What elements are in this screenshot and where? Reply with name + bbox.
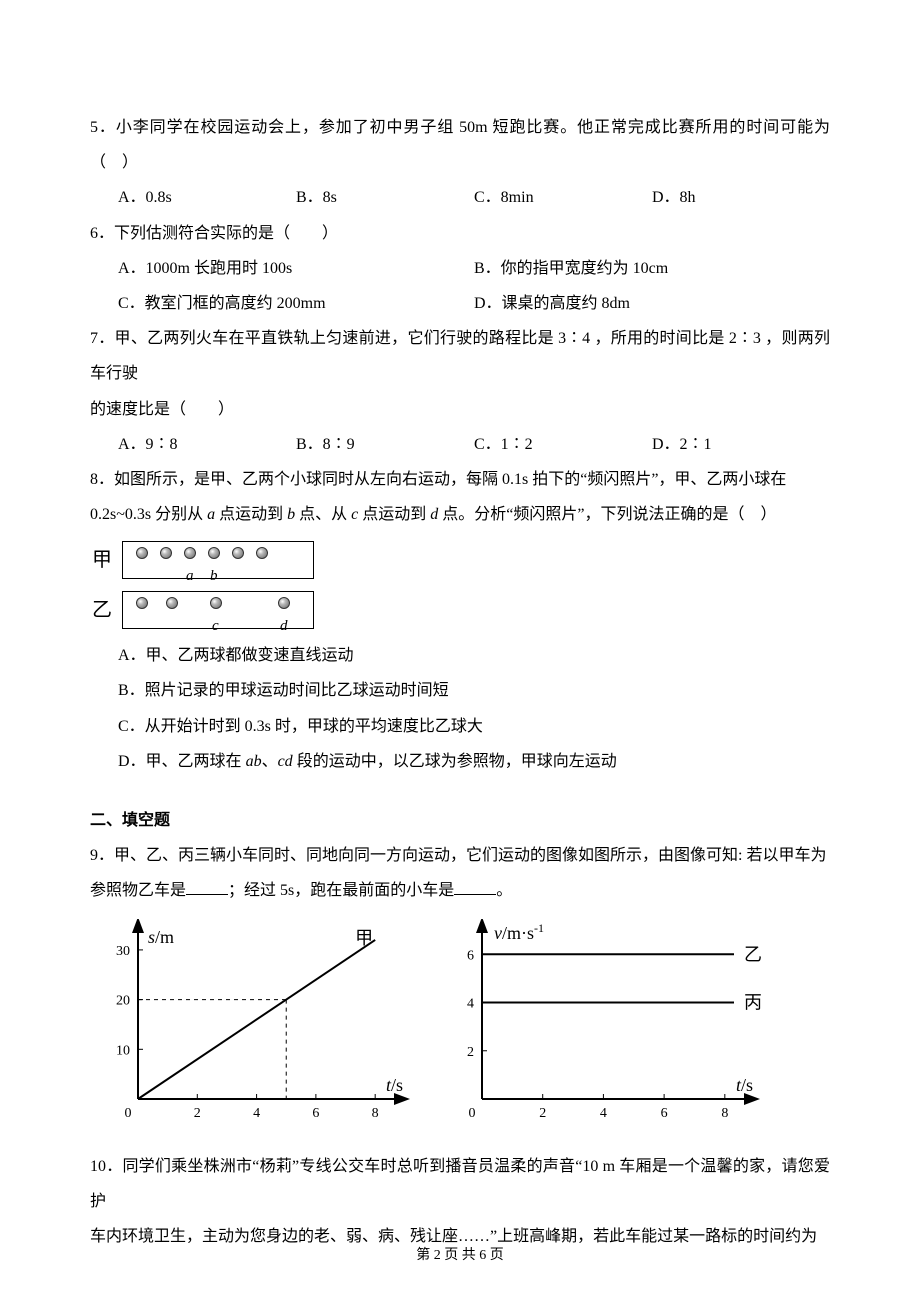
q8d-c: 段的运动中，以乙球为参照物，甲球向左运动 bbox=[293, 753, 617, 770]
q8-option-d: D．甲、乙两球在 ab、cd 段的运动中，以乙球为参照物，甲球向左运动 bbox=[90, 744, 830, 779]
svg-text:30: 30 bbox=[116, 943, 130, 958]
strobe-label-jia: 甲 bbox=[90, 538, 114, 582]
strobe-ball bbox=[160, 547, 172, 559]
q8d-ab: ab bbox=[246, 753, 262, 770]
question-7-stem-2: 的速度比是（ ） bbox=[90, 392, 830, 427]
q6-option-c: C．教室门框的高度约 200mm bbox=[118, 286, 474, 321]
strobe-box-yi: c d bbox=[122, 591, 314, 629]
strobe-ball bbox=[136, 547, 148, 559]
svg-text:甲: 甲 bbox=[355, 928, 373, 948]
q8-l2-b: 点运动到 bbox=[215, 506, 287, 523]
strobe-ball bbox=[232, 547, 244, 559]
svg-text:6: 6 bbox=[661, 1106, 668, 1121]
svg-text:10: 10 bbox=[116, 1043, 130, 1058]
strobe-ball bbox=[184, 547, 196, 559]
q7-option-d: D．2∶1 bbox=[652, 427, 830, 462]
q6-option-a: A．1000m 长跑用时 100s bbox=[118, 251, 474, 286]
q6-option-d: D．课桌的高度约 8dm bbox=[474, 286, 830, 321]
strobe-ball bbox=[166, 597, 178, 609]
q5-option-d: D．8h bbox=[652, 180, 830, 215]
svg-text:8: 8 bbox=[721, 1106, 728, 1121]
q8d-cd: cd bbox=[278, 753, 293, 770]
question-7-options: A．9∶8 B．8∶9 C．1∶2 D．2∶1 bbox=[90, 427, 830, 462]
svg-text:乙: 乙 bbox=[744, 944, 762, 964]
q8-option-b: B．照片记录的甲球运动时间比乙球运动时间短 bbox=[90, 673, 830, 708]
svg-text:4: 4 bbox=[467, 996, 474, 1011]
q9-l2-c: 。 bbox=[496, 882, 512, 899]
question-5-stem: 5．小李同学在校园运动会上，参加了初中男子组 50m 短跑比赛。他正常完成比赛所… bbox=[90, 110, 830, 180]
q5-option-c: C．8min bbox=[474, 180, 652, 215]
svg-text:0: 0 bbox=[125, 1106, 132, 1121]
q7-option-a: A．9∶8 bbox=[118, 427, 296, 462]
svg-text:2: 2 bbox=[467, 1044, 474, 1059]
q8-l2-c: 点、从 bbox=[295, 506, 351, 523]
svg-text:v/m·s-1: v/m·s-1 bbox=[494, 921, 544, 943]
q8-l2-d: 点运动到 bbox=[358, 506, 430, 523]
chart-distance-time: 0 2 4 6 8 10 20 30 s/m t/s 甲 bbox=[90, 919, 410, 1129]
q8-l2-e: 点。分析“频闪照片”，下列说法正确的是（ ） bbox=[438, 506, 776, 523]
svg-text:2: 2 bbox=[194, 1106, 201, 1121]
strobe-ball bbox=[136, 597, 148, 609]
strobe-d-label: d bbox=[280, 610, 288, 643]
q8-var-b: b bbox=[287, 506, 295, 523]
strobe-row-yi: 乙 c d bbox=[90, 588, 830, 632]
question-10-stem-1: 10．同学们乘坐株洲市“杨莉”专线公交车时总听到播音员温柔的声音“10 m 车厢… bbox=[90, 1149, 830, 1219]
svg-text:s/m: s/m bbox=[148, 927, 174, 947]
page-footer: 第 2 页 共 6 页 bbox=[0, 1241, 920, 1272]
q8-option-c: C．从开始计时到 0.3s 时，甲球的平均速度比乙球大 bbox=[90, 709, 830, 744]
question-9-stem-1: 9．甲、乙、丙三辆小车同时、同地向同一方向运动，它们运动的图像如图所示，由图像可… bbox=[90, 838, 830, 873]
svg-text:t/s: t/s bbox=[736, 1075, 753, 1095]
svg-text:丙: 丙 bbox=[744, 992, 762, 1012]
q8d-a: D．甲、乙两球在 bbox=[118, 753, 246, 770]
q9-blank-2 bbox=[454, 878, 496, 895]
question-6-options: A．1000m 长跑用时 100s B．你的指甲宽度约为 10cm C．教室门框… bbox=[90, 251, 830, 321]
question-8-stem-1: 8．如图所示，是甲、乙两个小球同时从左向右运动，每隔 0.1s 拍下的“频闪照片… bbox=[90, 462, 830, 497]
strobe-b-label: b bbox=[210, 560, 218, 593]
svg-text:8: 8 bbox=[372, 1106, 379, 1121]
question-9-stem-2: 参照物乙车是 ；经过 5s，跑在最前面的小车是 。 bbox=[90, 873, 830, 908]
svg-text:4: 4 bbox=[600, 1106, 607, 1121]
strobe-row-jia: 甲 a b bbox=[90, 538, 830, 582]
strobe-label-yi: 乙 bbox=[90, 588, 114, 632]
svg-text:t/s: t/s bbox=[386, 1075, 403, 1095]
strobe-c-label: c bbox=[212, 610, 219, 643]
worksheet-page: 5．小李同学在校园运动会上，参加了初中男子组 50m 短跑比赛。他正常完成比赛所… bbox=[0, 0, 920, 1302]
svg-text:0: 0 bbox=[469, 1106, 476, 1121]
question-6-stem: 6．下列估测符合实际的是（ ） bbox=[90, 216, 830, 251]
question-7-stem-1: 7．甲、乙两列火车在平直铁轨上匀速前进，它们行驶的路程比是 3∶4 ，所用的时间… bbox=[90, 321, 830, 391]
q6-option-b: B．你的指甲宽度约为 10cm bbox=[474, 251, 830, 286]
q7-option-b: B．8∶9 bbox=[296, 427, 474, 462]
strobe-diagram: 甲 a b 乙 c d bbox=[90, 538, 830, 632]
q5-option-a: A．0.8s bbox=[118, 180, 296, 215]
q8-var-a: a bbox=[207, 506, 215, 523]
strobe-ball bbox=[278, 597, 290, 609]
section-fill-blank-title: 二、填空题 bbox=[90, 803, 830, 838]
q9-l2-b: ；经过 5s，跑在最前面的小车是 bbox=[228, 882, 454, 899]
q8-option-a: A．甲、乙两球都做变速直线运动 bbox=[90, 638, 830, 673]
question-5-options: A．0.8s B．8s C．8min D．8h bbox=[90, 180, 830, 215]
chart-velocity-time: 0 2 4 6 8 2 4 6 v/m·s-1 t/s 乙丙 bbox=[440, 919, 780, 1129]
q5-option-b: B．8s bbox=[296, 180, 474, 215]
svg-text:4: 4 bbox=[253, 1106, 260, 1121]
svg-text:6: 6 bbox=[312, 1106, 319, 1121]
strobe-ball bbox=[210, 597, 222, 609]
strobe-box-jia: a b bbox=[122, 541, 314, 579]
strobe-ball bbox=[256, 547, 268, 559]
question-8-stem-2: 0.2s~0.3s 分别从 a 点运动到 b 点、从 c 点运动到 d 点。分析… bbox=[90, 497, 830, 532]
svg-text:20: 20 bbox=[116, 993, 130, 1008]
svg-text:6: 6 bbox=[467, 948, 474, 963]
q8d-b: 、 bbox=[262, 753, 278, 770]
svg-text:2: 2 bbox=[539, 1106, 546, 1121]
q7-option-c: C．1∶2 bbox=[474, 427, 652, 462]
strobe-a-label: a bbox=[186, 560, 194, 593]
q9-blank-1 bbox=[186, 878, 228, 895]
q9-l2-a: 参照物乙车是 bbox=[90, 882, 186, 899]
q8-l2-a: 0.2s~0.3s 分别从 bbox=[90, 506, 207, 523]
q9-charts: 0 2 4 6 8 10 20 30 s/m t/s 甲 0 2 4 6 8 2 4 6 v/m·s-1 t/s 乙丙 bbox=[90, 919, 830, 1129]
strobe-ball bbox=[208, 547, 220, 559]
